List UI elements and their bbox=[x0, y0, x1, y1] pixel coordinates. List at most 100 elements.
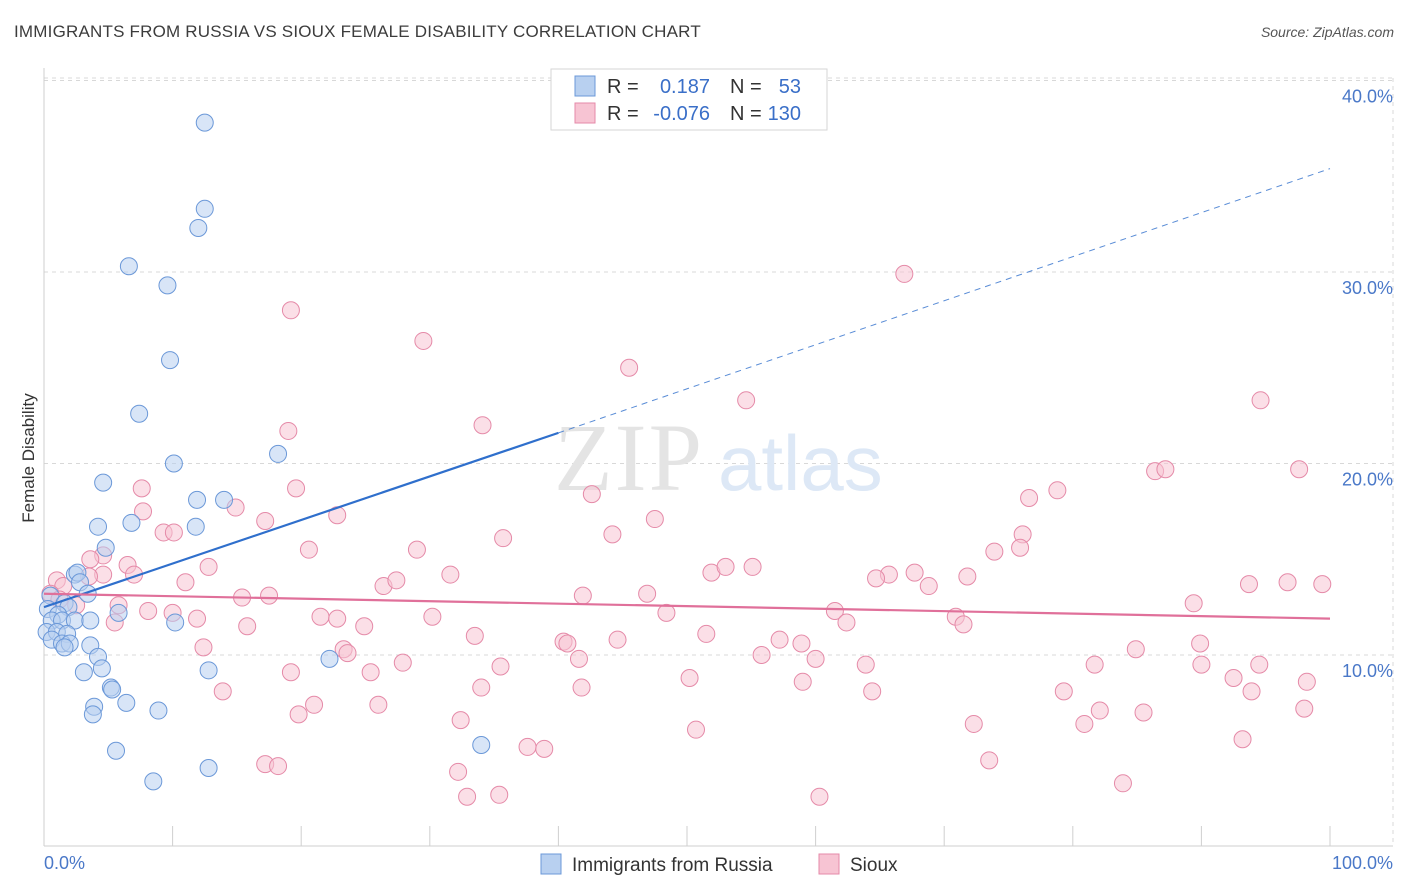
russia-point-45 bbox=[103, 680, 122, 699]
sioux-point-107 bbox=[1242, 682, 1261, 701]
sioux-point-42 bbox=[985, 542, 1004, 561]
axes bbox=[43, 68, 1393, 847]
legend-n-value-russia: 53 bbox=[779, 76, 801, 98]
sioux-point-12 bbox=[1048, 481, 1067, 500]
sioux-point-40 bbox=[905, 563, 924, 582]
russia-point-8 bbox=[164, 454, 183, 473]
russia-point-53 bbox=[199, 758, 218, 777]
sioux-point-49 bbox=[638, 584, 657, 603]
sioux-point-85 bbox=[194, 638, 213, 657]
russia-point-13 bbox=[122, 513, 141, 532]
sioux-point-77 bbox=[465, 626, 484, 645]
sioux-point-70 bbox=[825, 601, 844, 620]
y-tick-label-30: 30.0% bbox=[1342, 278, 1393, 298]
x-tick-labels: 0.0% 100.0% bbox=[44, 853, 1393, 873]
sioux-point-93 bbox=[856, 655, 875, 674]
russia-point-29 bbox=[109, 603, 128, 622]
series-legend-label-russia: Immigrants from Russia bbox=[572, 855, 773, 876]
legend-r-value-sioux: -0.076 bbox=[653, 103, 710, 125]
russia-point-0 bbox=[195, 113, 214, 132]
sioux-point-89 bbox=[1191, 634, 1210, 653]
trend-lines bbox=[43, 168, 1331, 620]
sioux-point-102 bbox=[572, 678, 591, 697]
sioux-point-48 bbox=[387, 571, 406, 590]
chart-title: IMMIGRANTS FROM RUSSIA VS SIOUX FEMALE D… bbox=[14, 22, 701, 41]
y-tick-labels: 10.0% 20.0% 30.0% 40.0% bbox=[1342, 87, 1393, 682]
sioux-point-37 bbox=[716, 557, 735, 576]
sioux-point-54 bbox=[1313, 575, 1332, 594]
series-legend: Immigrants from Russia Sioux bbox=[540, 853, 898, 876]
sioux-point-18 bbox=[256, 511, 275, 530]
y-tick-label-40: 40.0% bbox=[1342, 87, 1393, 107]
sioux-point-76 bbox=[954, 615, 973, 634]
sioux-point-119 bbox=[1075, 714, 1094, 733]
sioux-point-108 bbox=[1297, 672, 1316, 691]
russia-point-42 bbox=[74, 663, 93, 682]
sioux-point-41 bbox=[958, 567, 977, 586]
russia-point-3 bbox=[119, 257, 138, 276]
sioux-point-116 bbox=[1134, 703, 1153, 722]
sioux-point-15 bbox=[1156, 460, 1175, 479]
russia-point-15 bbox=[96, 538, 115, 557]
sioux-point-68 bbox=[423, 607, 442, 626]
watermark-zip: ZIP bbox=[554, 404, 704, 511]
sioux-point-67 bbox=[328, 609, 347, 628]
sioux-point-46 bbox=[176, 573, 195, 592]
stats-legend: R = 0.187 N = 53 R = -0.076 N = 130 bbox=[550, 68, 828, 131]
sioux-point-94 bbox=[1085, 655, 1104, 674]
sioux-point-63 bbox=[139, 601, 158, 620]
sioux-point-5 bbox=[1251, 391, 1270, 410]
y-tick-label-10: 10.0% bbox=[1342, 661, 1393, 681]
sioux-point-50 bbox=[867, 569, 886, 588]
series-legend-label-sioux: Sioux bbox=[850, 855, 898, 876]
sioux-point-30 bbox=[81, 550, 100, 569]
sioux-point-23 bbox=[164, 523, 183, 542]
russia-trend-line bbox=[43, 431, 559, 609]
russia-point-41 bbox=[92, 659, 111, 678]
sioux-point-129 bbox=[490, 785, 509, 804]
sioux-point-123 bbox=[980, 751, 999, 770]
sioux-point-11 bbox=[1020, 488, 1039, 507]
sioux-point-121 bbox=[518, 737, 537, 756]
sioux-point-120 bbox=[1233, 730, 1252, 749]
legend-box bbox=[550, 68, 828, 131]
sioux-point-99 bbox=[361, 663, 380, 682]
sioux-point-10 bbox=[582, 485, 601, 504]
sioux-point-25 bbox=[603, 525, 622, 544]
sioux-point-109 bbox=[1224, 668, 1243, 687]
sioux-point-20 bbox=[645, 510, 664, 529]
russia-point-52 bbox=[144, 772, 163, 791]
sioux-point-29 bbox=[1011, 538, 1030, 557]
russia-point-40 bbox=[320, 649, 339, 668]
russia-point-6 bbox=[130, 404, 149, 423]
legend-r-value-russia: 0.187 bbox=[660, 76, 710, 98]
legend-n-label-sioux: N = bbox=[730, 103, 762, 125]
sioux-point-60 bbox=[1184, 594, 1203, 613]
sioux-point-100 bbox=[213, 682, 232, 701]
sioux-point-126 bbox=[449, 762, 468, 781]
sioux-point-122 bbox=[535, 739, 554, 758]
russia-point-51 bbox=[472, 736, 491, 755]
sioux-point-27 bbox=[299, 540, 318, 559]
sioux-points bbox=[41, 264, 1332, 806]
sioux-point-91 bbox=[569, 649, 588, 668]
legend-n-label-russia: N = bbox=[730, 76, 762, 98]
sioux-point-83 bbox=[792, 634, 811, 653]
sioux-point-80 bbox=[608, 630, 627, 649]
sioux-point-79 bbox=[558, 634, 577, 653]
russia-point-50 bbox=[107, 741, 126, 760]
sioux-point-53 bbox=[1278, 573, 1297, 592]
sioux-point-65 bbox=[188, 609, 207, 628]
sioux-point-52 bbox=[1239, 575, 1258, 594]
sioux-point-113 bbox=[451, 711, 470, 730]
sioux-point-104 bbox=[793, 672, 812, 691]
sioux-point-33 bbox=[199, 557, 218, 576]
legend-r-label-russia: R = bbox=[607, 76, 639, 98]
sioux-point-115 bbox=[1090, 701, 1109, 720]
legend-r-label-sioux: R = bbox=[607, 103, 639, 125]
sioux-point-28 bbox=[407, 540, 426, 559]
sioux-point-127 bbox=[1113, 774, 1132, 793]
russia-point-5 bbox=[161, 351, 180, 370]
sioux-point-8 bbox=[132, 479, 151, 498]
